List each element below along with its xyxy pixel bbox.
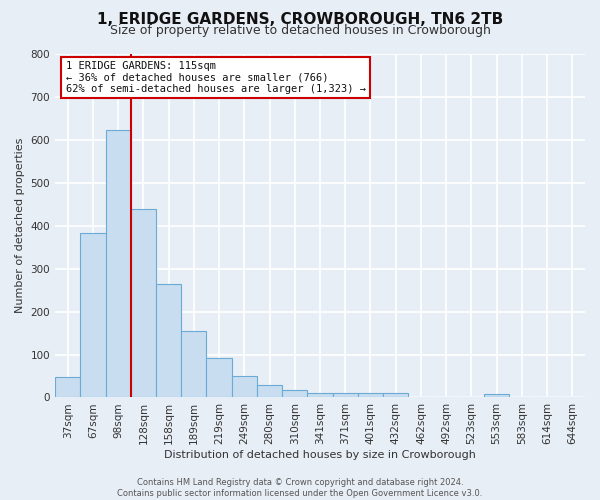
Text: Contains HM Land Registry data © Crown copyright and database right 2024.
Contai: Contains HM Land Registry data © Crown c… <box>118 478 482 498</box>
Bar <box>383 393 409 398</box>
Bar <box>55 378 80 398</box>
Text: Size of property relative to detached houses in Crowborough: Size of property relative to detached ho… <box>110 24 490 37</box>
Bar <box>106 130 131 398</box>
Bar <box>131 208 156 398</box>
Bar <box>484 394 509 398</box>
Y-axis label: Number of detached properties: Number of detached properties <box>15 138 25 314</box>
Bar <box>232 376 257 398</box>
X-axis label: Distribution of detached houses by size in Crowborough: Distribution of detached houses by size … <box>164 450 476 460</box>
Bar <box>257 384 282 398</box>
Bar <box>358 393 383 398</box>
Bar <box>181 331 206 398</box>
Bar <box>206 358 232 398</box>
Bar <box>156 284 181 398</box>
Text: 1 ERIDGE GARDENS: 115sqm
← 36% of detached houses are smaller (766)
62% of semi-: 1 ERIDGE GARDENS: 115sqm ← 36% of detach… <box>65 61 365 94</box>
Bar <box>307 393 332 398</box>
Bar <box>282 390 307 398</box>
Text: 1, ERIDGE GARDENS, CROWBOROUGH, TN6 2TB: 1, ERIDGE GARDENS, CROWBOROUGH, TN6 2TB <box>97 12 503 28</box>
Bar <box>332 393 358 398</box>
Bar <box>80 233 106 398</box>
